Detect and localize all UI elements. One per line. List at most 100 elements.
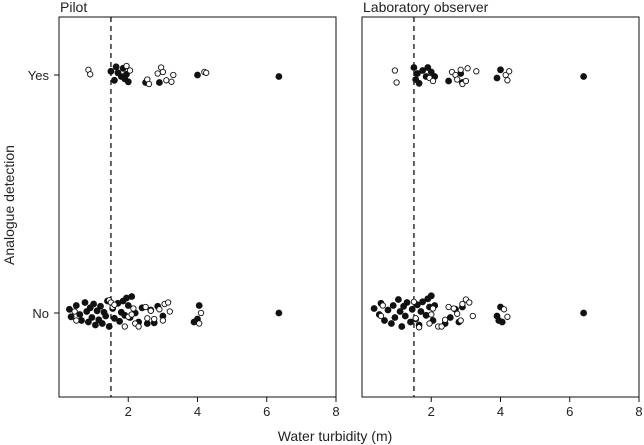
data-point-open <box>170 71 177 79</box>
data-point-filled <box>76 311 84 318</box>
data-point-filled <box>446 314 454 321</box>
data-point-open <box>426 320 433 327</box>
data-point-filled <box>85 318 92 326</box>
data-point-open <box>438 323 445 330</box>
data-point-open <box>379 302 386 309</box>
data-point-open <box>445 303 452 311</box>
data-point-filled <box>396 308 404 315</box>
data-point-filled <box>275 73 283 80</box>
data-point-open <box>457 317 464 324</box>
x-tick-label: 8 <box>332 404 339 419</box>
chart-panels: Pilot 2 4 6 8 No Yes Laboratory observer 2 4 6 8 <box>28 0 643 419</box>
data-point-open <box>415 324 423 331</box>
data-point-filled <box>493 74 501 82</box>
data-point-filled <box>427 68 435 76</box>
x-axis-label: Water turbidity (m) <box>278 428 393 444</box>
data-point-open <box>168 78 175 85</box>
data-point-filled <box>107 67 115 75</box>
data-point-filled <box>111 314 118 322</box>
data-point-open <box>393 79 400 86</box>
data-point-filled <box>498 318 506 326</box>
data-point-open <box>196 320 203 327</box>
data-point-filled <box>190 318 198 326</box>
data-point-open <box>504 77 511 84</box>
data-point-filled <box>97 302 104 310</box>
data-point-open <box>121 323 128 330</box>
data-point-filled <box>155 79 163 86</box>
data-point-open <box>87 71 94 78</box>
data-point-filled <box>88 314 96 321</box>
data-point-filled <box>370 305 378 312</box>
data-point-open <box>144 315 151 322</box>
y-tick-label: No <box>32 306 49 321</box>
data-point-open <box>203 69 210 76</box>
x-tick-label: 4 <box>497 404 504 419</box>
data-point-filled <box>275 309 283 317</box>
data-point-open <box>450 305 457 312</box>
data-point-filled <box>391 314 399 321</box>
data-point-filled <box>497 66 504 74</box>
data-point-filled <box>194 71 201 79</box>
data-point-filled <box>419 298 427 306</box>
data-point-open <box>111 301 118 308</box>
data-point-filled <box>410 64 418 71</box>
data-point-open <box>428 311 435 318</box>
data-point-open <box>159 317 167 324</box>
data-point-filled <box>394 296 402 303</box>
data-point-open <box>163 77 170 84</box>
data-point-open <box>469 312 476 320</box>
data-point-filled <box>387 320 395 327</box>
data-point-filled <box>105 323 113 330</box>
data-point-open <box>145 80 153 88</box>
x-tick-label: 2 <box>125 404 132 419</box>
data-point-filled <box>419 67 427 74</box>
data-point-filled <box>116 317 123 325</box>
plot-frame <box>361 16 640 398</box>
data-point-open <box>429 305 437 312</box>
data-point-filled <box>81 299 89 306</box>
data-point-open <box>473 68 480 75</box>
data-point-open <box>506 68 513 75</box>
data-point-filled <box>424 64 432 71</box>
data-point-filled <box>102 312 110 320</box>
data-point-filled <box>401 312 409 320</box>
data-point-open <box>441 316 449 323</box>
data-point-filled <box>93 307 101 315</box>
data-point-open <box>466 299 473 306</box>
panel-2: Laboratory observer 2 4 6 8 <box>361 0 643 419</box>
x-tick-label: 6 <box>263 404 270 419</box>
y-axis-label: Analogue detection <box>1 145 17 265</box>
x-tick-label: 6 <box>566 404 573 419</box>
data-point-open <box>377 312 385 320</box>
data-point-open <box>130 305 137 312</box>
data-point-filled <box>124 302 132 309</box>
data-point-filled <box>90 300 97 308</box>
data-point-open <box>164 299 172 306</box>
panel-1: Pilot 2 4 6 8 No Yes <box>28 0 340 419</box>
data-point-open <box>128 311 135 318</box>
data-point-open <box>123 62 130 70</box>
data-point-filled <box>427 292 435 300</box>
data-point-open <box>166 308 173 315</box>
data-point-filled <box>128 293 136 300</box>
data-point-open <box>412 315 419 322</box>
data-point-open <box>454 310 461 317</box>
data-point-filled <box>398 323 406 330</box>
data-point-filled <box>403 299 411 306</box>
data-point-filled <box>389 302 397 309</box>
data-point-open <box>147 307 154 314</box>
x-tick-label: 2 <box>428 404 435 419</box>
data-point-open <box>462 77 470 85</box>
data-point-open <box>454 76 461 83</box>
data-point-filled <box>407 318 414 326</box>
data-point-open <box>73 317 80 324</box>
data-point-filled <box>92 321 99 329</box>
data-point-filled <box>422 311 430 319</box>
data-point-open <box>151 315 158 323</box>
data-point-filled <box>417 308 425 315</box>
data-point-open <box>156 306 163 313</box>
data-point-open <box>429 77 437 85</box>
data-point-open <box>457 66 464 73</box>
data-point-open <box>459 300 466 308</box>
